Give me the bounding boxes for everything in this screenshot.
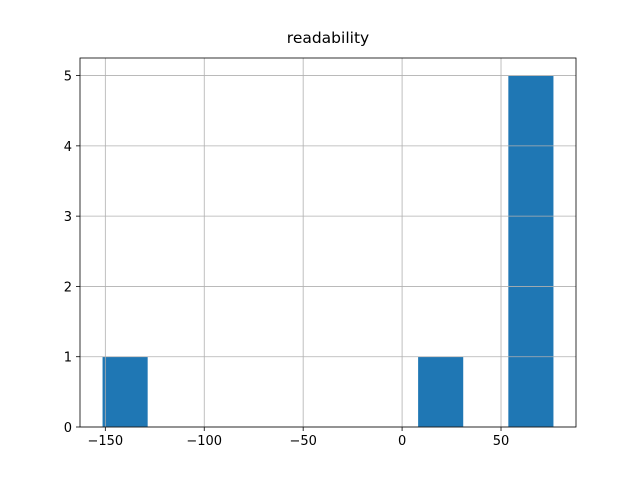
x-tick-label: −100 xyxy=(186,434,222,449)
plot-frame xyxy=(79,57,577,428)
bar xyxy=(508,75,554,428)
x-tick-label: 0 xyxy=(398,434,406,449)
bar xyxy=(102,356,148,427)
y-tick-label: 0 xyxy=(64,421,72,436)
x-tick-label: 50 xyxy=(493,434,510,449)
y-tick-label: 5 xyxy=(64,70,72,85)
y-tick-label: 4 xyxy=(64,140,72,155)
y-tick-label: 3 xyxy=(64,210,72,225)
y-tick-label: 1 xyxy=(64,351,72,366)
y-tick-label: 2 xyxy=(64,280,72,295)
x-tick-label: −50 xyxy=(289,434,316,449)
bar xyxy=(418,356,464,427)
x-tick-label: −150 xyxy=(87,434,123,449)
chart-title: readability xyxy=(287,29,369,47)
